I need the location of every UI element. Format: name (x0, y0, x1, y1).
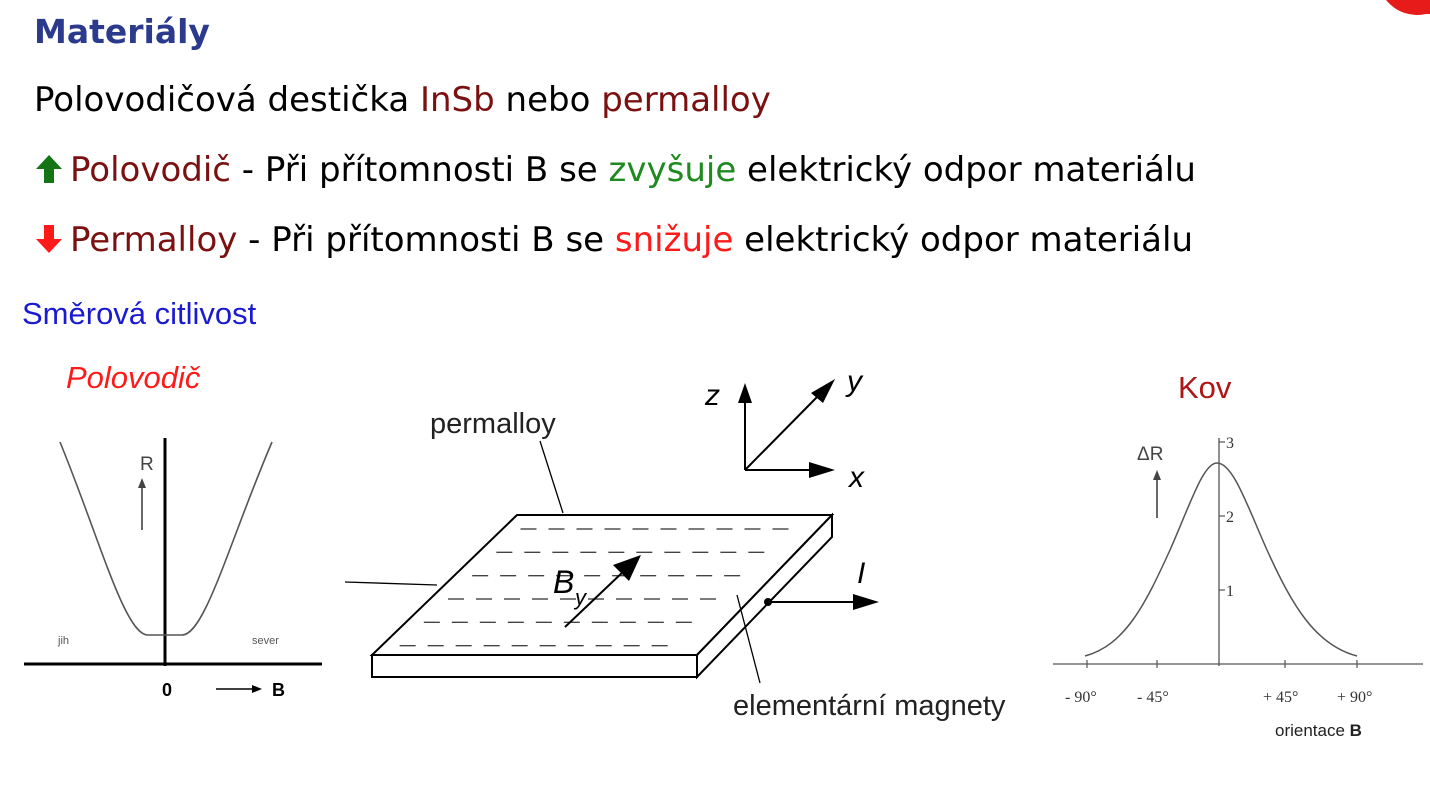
semiconductor-heading: Polovodič (66, 360, 201, 395)
slide-title: Materiály (34, 12, 210, 51)
field-arrowhead-icon (613, 555, 641, 581)
insb-text: InSb (419, 80, 495, 120)
z-label: z (704, 379, 720, 412)
orientation-text: orientace (1275, 721, 1350, 740)
field-label: B (553, 564, 574, 600)
red-circle-badge-icon (1386, 0, 1430, 15)
magnets-leader (736, 594, 761, 684)
semiconductor-graph: R jih sever 0 B (24, 438, 322, 700)
decreases-text: snižuje (614, 220, 734, 260)
subtitle: Směrová citlivost (22, 296, 257, 331)
magnets-caption: elementární magnety (733, 690, 1006, 722)
x-tick-label-m45: - 45° (1137, 689, 1169, 706)
field-arrow (564, 569, 626, 628)
elementary-magnets (399, 528, 789, 647)
green-up-arrow-icon (36, 155, 62, 183)
semiconductor-label: Polovodič (70, 150, 231, 190)
metal-heading: Kov (1178, 370, 1232, 405)
x-tick-label-p90: + 90° (1337, 689, 1372, 706)
r-arrowhead-icon (138, 478, 146, 488)
orientation-label: orientace B (1275, 721, 1362, 740)
current-label: I (857, 557, 865, 590)
plate-front (371, 654, 698, 678)
semiconductor-tail: elektrický odpor materiálu (736, 150, 1196, 190)
r-label: R (140, 454, 154, 475)
y-arrowhead-icon (811, 379, 835, 403)
resistance-curve (59, 441, 273, 636)
current-arrowhead-icon (853, 594, 879, 610)
left-lead (344, 581, 438, 586)
y-axis (744, 394, 820, 471)
delta-r-curve (1084, 462, 1358, 657)
increases-text: zvyšuje (608, 150, 737, 190)
zero-label: 0 (162, 680, 172, 700)
y-tick-label-3: 3 (1226, 435, 1234, 452)
orientation-b-text: B (1350, 721, 1362, 740)
semiconductor-line: Polovodič - Při přítomnosti B se zvyšuje… (34, 150, 1196, 190)
field-sub-label: y (573, 585, 588, 610)
red-down-arrow-icon (36, 225, 62, 253)
delta-r-label: ΔR (1137, 444, 1163, 465)
materials-line: Polovodičová destička InSb nebo permallo… (34, 80, 771, 120)
b-label: B (272, 680, 285, 700)
metal-graph: 3 2 1 ΔR - 90° - 45° + 45° + 90° orienta… (1053, 435, 1423, 740)
y-tick-label-1: 1 (1226, 583, 1234, 600)
permalloy-line: Permalloy - Při přítomnosti B se snižuje… (34, 220, 1193, 260)
x-label: x (847, 461, 865, 494)
permalloy-tail: elektrický odpor materiálu (733, 220, 1194, 260)
materials-text: Polovodičová destička (34, 80, 420, 120)
plate-side (696, 512, 833, 680)
south-label: jih (57, 635, 69, 647)
z-arrowhead-icon (738, 383, 752, 403)
north-label: sever (252, 635, 279, 647)
permalloy-text: permalloy (601, 80, 771, 120)
x-tick-label-m90: - 90° (1065, 689, 1097, 706)
y-tick-label-2: 2 (1226, 509, 1234, 526)
delta-r-arrowhead-icon (1153, 470, 1161, 480)
or-text: nebo (494, 80, 602, 120)
x-arrowhead-icon (809, 462, 835, 478)
x-tick-label-p45: + 45° (1263, 689, 1298, 706)
plate-top (369, 514, 835, 656)
permalloy-text-mid: - Při přítomnosti B se (237, 220, 615, 260)
permalloy-label: Permalloy (70, 220, 238, 260)
permalloy-caption: permalloy (430, 408, 556, 440)
y-label: y (845, 365, 864, 398)
b-arrowhead-icon (252, 685, 262, 693)
semiconductor-text: - Při přítomnosti B se (231, 150, 609, 190)
permalloy-diagram: z y x permalloy elementární magnety B y … (344, 365, 1006, 722)
permalloy-leader (539, 440, 564, 514)
